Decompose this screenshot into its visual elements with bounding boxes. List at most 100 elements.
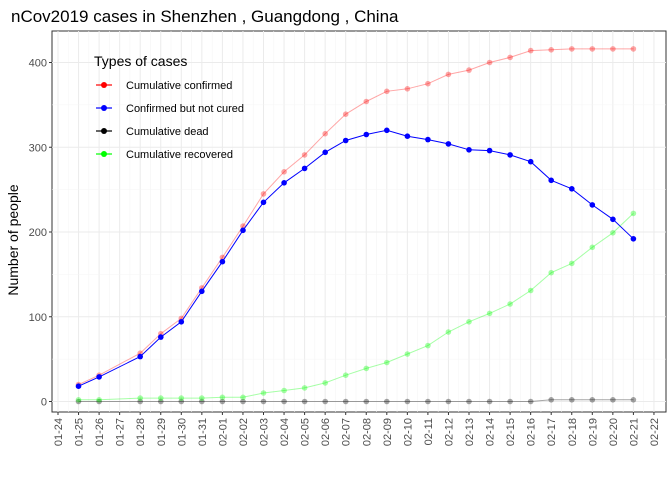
- data-point-cumulative-dead: [240, 398, 246, 405]
- series-layer: [75, 46, 637, 405]
- data-point-confirmed-but-not-cured: [445, 141, 452, 147]
- data-point-confirmed-but-not-cured: [404, 133, 411, 139]
- legend-key-point: [101, 82, 107, 88]
- data-point-cumulative-confirmed: [527, 47, 534, 54]
- data-point-cumulative-dead: [445, 398, 452, 405]
- data-point-cumulative-recovered: [281, 387, 287, 394]
- data-point-cumulative-dead: [75, 398, 82, 405]
- legend-key-point: [101, 105, 107, 111]
- x-tick-label: 01-26: [94, 418, 106, 446]
- legend-key-point: [101, 151, 107, 157]
- series-line-cumulative-confirmed: [78, 48, 634, 386]
- data-point-cumulative-recovered: [301, 385, 308, 391]
- data-point-cumulative-dead: [322, 398, 329, 405]
- data-point-cumulative-dead: [610, 397, 616, 403]
- data-point-confirmed-but-not-cured: [240, 227, 246, 234]
- axes: 0 100 200 300 400 01-24 01-25 01-26 01-27 01-28 01…: [29, 58, 661, 447]
- data-point-cumulative-dead: [178, 398, 185, 405]
- x-tick-label: 01-25: [74, 418, 86, 446]
- data-point-cumulative-confirmed: [589, 46, 596, 52]
- data-point-cumulative-confirmed: [301, 152, 308, 158]
- x-tick-label: 02-11: [423, 418, 435, 445]
- legend-label: Cumulative confirmed: [126, 80, 232, 92]
- y-tick-label: 300: [29, 142, 47, 154]
- data-point-cumulative-recovered: [322, 380, 329, 386]
- x-tick-label: 02-06: [320, 418, 332, 446]
- data-point-cumulative-recovered: [260, 390, 267, 396]
- data-point-cumulative-recovered: [527, 287, 534, 294]
- data-point-cumulative-dead: [466, 398, 472, 405]
- x-tick-label: 02-04: [279, 418, 291, 446]
- data-point-confirmed-but-not-cured: [301, 165, 308, 172]
- data-point-cumulative-recovered: [404, 351, 411, 357]
- x-tick-label: 01-24: [53, 418, 65, 446]
- x-tick-label: 01-31: [197, 418, 209, 446]
- data-point-cumulative-confirmed: [384, 88, 390, 95]
- data-point-cumulative-confirmed: [240, 223, 246, 229]
- data-point-cumulative-dead: [342, 398, 349, 405]
- data-point-cumulative-confirmed: [507, 54, 513, 61]
- y-axis-label: Number of people: [5, 184, 21, 296]
- data-point-cumulative-confirmed: [569, 46, 575, 52]
- data-point-cumulative-recovered: [199, 395, 205, 401]
- data-point-cumulative-dead: [548, 397, 554, 403]
- x-tick-label: 02-16: [526, 418, 538, 446]
- data-point-cumulative-dead: [527, 398, 534, 405]
- data-point-cumulative-recovered: [75, 397, 82, 403]
- data-point-cumulative-dead: [363, 398, 370, 405]
- data-point-cumulative-recovered: [137, 395, 143, 401]
- data-point-confirmed-but-not-cured: [610, 216, 616, 223]
- legend: Types of cases Cumulative confirmed Confi…: [94, 53, 244, 161]
- data-point-cumulative-dead: [199, 398, 205, 405]
- data-point-cumulative-confirmed: [486, 59, 493, 66]
- legend-title: Types of cases: [94, 53, 187, 69]
- data-point-cumulative-recovered: [630, 210, 637, 217]
- x-tick-label: 02-01: [217, 418, 229, 446]
- data-point-cumulative-confirmed: [363, 98, 370, 105]
- data-point-cumulative-confirmed: [425, 80, 431, 87]
- data-point-cumulative-dead: [158, 398, 164, 405]
- data-point-cumulative-confirmed: [260, 191, 267, 197]
- legend-label: Cumulative recovered: [126, 149, 233, 161]
- data-point-confirmed-but-not-cured: [96, 374, 102, 380]
- data-point-cumulative-recovered: [548, 269, 554, 276]
- data-point-cumulative-confirmed: [445, 71, 452, 78]
- x-tick-label: 02-10: [402, 418, 414, 446]
- x-tick-label: 02-19: [587, 418, 599, 446]
- data-point-cumulative-dead: [630, 397, 637, 403]
- plot-panel-border: [51, 30, 667, 413]
- data-point-cumulative-recovered: [96, 397, 102, 403]
- data-point-cumulative-confirmed: [630, 46, 637, 52]
- x-tick-label: 01-29: [156, 418, 168, 446]
- x-tick-label: 02-20: [608, 418, 620, 446]
- x-tick-label: 01-30: [176, 418, 188, 446]
- x-tick-label: 02-03: [259, 418, 271, 446]
- x-tick-label: 02-13: [464, 418, 476, 446]
- data-point-confirmed-but-not-cured: [507, 152, 513, 158]
- data-point-confirmed-but-not-cured: [322, 149, 329, 156]
- data-point-confirmed-but-not-cured: [527, 158, 534, 165]
- chart-title: nCov2019 cases in Shenzhen , Guangdong ,…: [11, 7, 399, 26]
- legend-label: Confirmed but not cured: [126, 103, 244, 115]
- data-point-cumulative-dead: [425, 398, 431, 405]
- data-point-cumulative-dead: [507, 398, 513, 405]
- x-tick-label: 01-27: [115, 418, 127, 446]
- data-point-confirmed-but-not-cured: [158, 334, 164, 340]
- data-point-cumulative-dead: [96, 398, 102, 405]
- data-point-confirmed-but-not-cured: [548, 177, 554, 184]
- data-point-cumulative-confirmed: [548, 47, 554, 53]
- data-point-confirmed-but-not-cured: [466, 147, 472, 153]
- data-point-confirmed-but-not-cured: [569, 186, 575, 192]
- data-point-cumulative-confirmed: [342, 111, 349, 117]
- data-point-confirmed-but-not-cured: [75, 383, 82, 390]
- data-point-confirmed-but-not-cured: [137, 353, 143, 360]
- y-tick-label: 200: [29, 227, 47, 239]
- x-tick-label: 02-22: [649, 418, 661, 446]
- data-point-cumulative-dead: [137, 398, 143, 405]
- x-tick-label: 02-07: [341, 418, 353, 446]
- data-point-cumulative-dead: [260, 398, 267, 405]
- data-point-cumulative-confirmed: [404, 86, 411, 92]
- data-point-cumulative-dead: [219, 398, 226, 405]
- x-tick-label: 02-15: [505, 418, 517, 446]
- data-point-confirmed-but-not-cured: [260, 199, 267, 206]
